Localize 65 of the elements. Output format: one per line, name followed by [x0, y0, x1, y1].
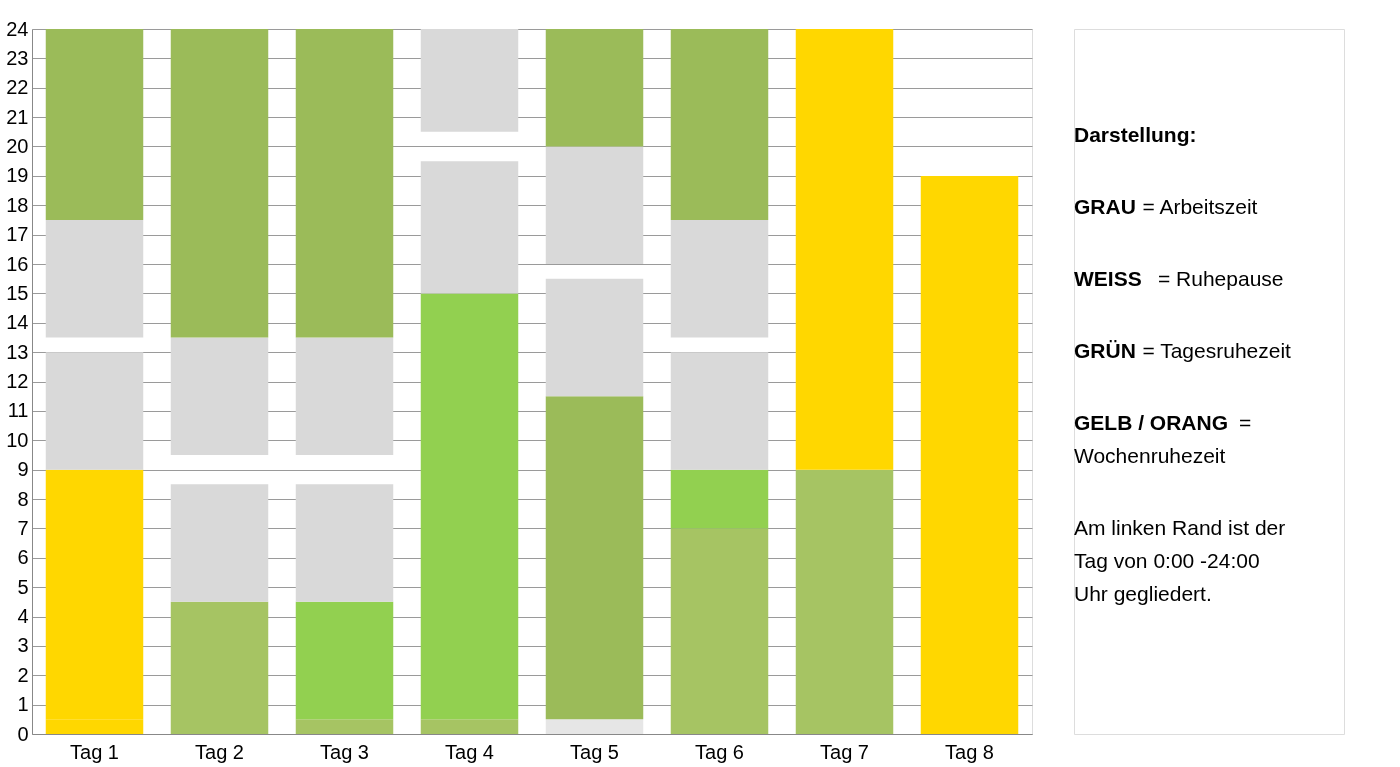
- y-tick-label: 6: [17, 546, 29, 569]
- bar: [670, 469, 769, 529]
- x-tick-label: Tag 6: [695, 740, 744, 763]
- bar: [420, 29, 519, 132]
- y-tick-label: 21: [6, 105, 29, 128]
- x-tick-label: Tag 4: [445, 740, 494, 763]
- y-tick-label: 17: [6, 223, 29, 246]
- y-tick-label: 19: [6, 164, 29, 187]
- bar: [795, 29, 894, 470]
- x-tick-label: Tag 7: [820, 740, 869, 763]
- bar: [45, 219, 144, 338]
- y-tick-label: 24: [6, 17, 29, 40]
- y-tick-label: 11: [7, 399, 29, 422]
- y-tick-label: 2: [17, 663, 29, 686]
- bar: [45, 352, 144, 470]
- bar: [295, 484, 394, 602]
- bar: [45, 29, 144, 220]
- text: WEISS = Ruhepause: [1074, 267, 1284, 290]
- x-tick-label: Tag 3: [320, 740, 369, 763]
- bar: [295, 337, 394, 455]
- y-tick-label: 8: [17, 487, 29, 510]
- text: Darstellung:: [1074, 123, 1197, 146]
- bar: [920, 175, 1019, 734]
- y-tick-label: 0: [17, 722, 29, 745]
- bar: [420, 161, 519, 294]
- bar: [295, 601, 394, 720]
- x-tick-label: Tag 8: [945, 740, 994, 763]
- y-tick-label: 20: [6, 135, 29, 157]
- bar: [420, 293, 519, 720]
- y-tick-label: 5: [17, 575, 29, 598]
- y-tick-label: 1: [17, 693, 29, 716]
- x-tick-label: Tag 2: [195, 740, 244, 763]
- bar: [670, 29, 769, 220]
- bar: [420, 719, 519, 734]
- text: GELB / ORANG = Wochenruhezeit: [1074, 411, 1252, 467]
- text: GRÜN = Tagesruhezeit: [1074, 339, 1291, 362]
- y-tick-label: 16: [6, 252, 29, 275]
- y-tick-label: 14: [6, 311, 29, 334]
- bar: [545, 29, 644, 147]
- bar: [670, 352, 769, 470]
- y-tick-label: 13: [6, 340, 29, 363]
- y-tick-label: 7: [17, 516, 29, 539]
- bar: [545, 719, 644, 734]
- bar: [545, 146, 644, 264]
- bar: [670, 219, 769, 338]
- y-tick-label: 12: [6, 370, 29, 392]
- y-tick-label: 15: [6, 281, 29, 304]
- y-tick-label: 3: [17, 634, 29, 657]
- y-tick-label: 4: [17, 605, 29, 627]
- y-tick-label: 10: [6, 428, 29, 451]
- bar: [170, 601, 269, 734]
- bar: [295, 719, 394, 734]
- text: GRAU = Arbeitszeit: [1074, 195, 1258, 218]
- bar: [670, 528, 769, 734]
- y-tick-label: 23: [6, 46, 29, 69]
- bar: [795, 469, 894, 734]
- y-tick-label: 22: [6, 76, 29, 99]
- bar: [295, 29, 394, 338]
- y-tick-label: 9: [17, 458, 29, 481]
- y-tick-label: 18: [6, 193, 29, 216]
- x-tick-label: Tag 5: [570, 740, 619, 763]
- bar: [545, 278, 644, 397]
- bar: [170, 337, 269, 455]
- x-tick-label: Tag 1: [70, 740, 119, 763]
- text: Am linken Rand ist der Tag von 0:00 -24:00 Uhr gegliedert.: [1074, 516, 1286, 605]
